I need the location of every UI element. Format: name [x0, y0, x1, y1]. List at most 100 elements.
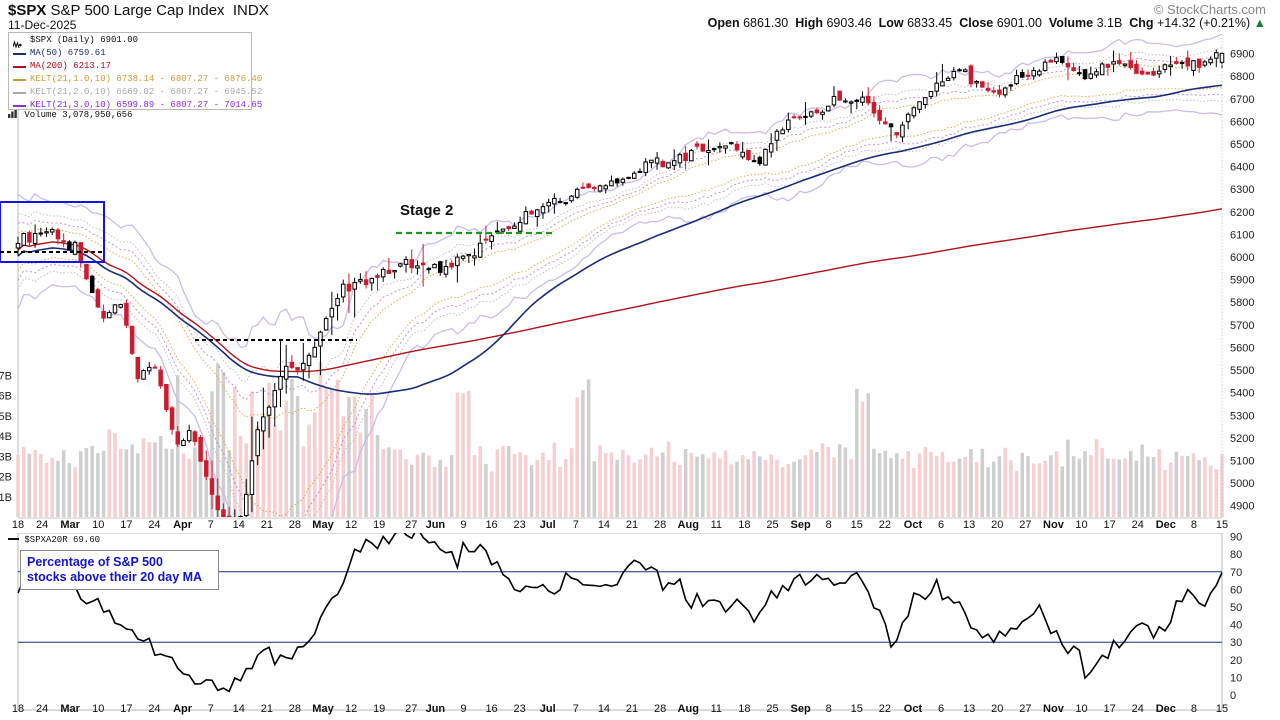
- svg-text:6300: 6300: [1230, 184, 1254, 196]
- svg-text:Mar: Mar: [60, 519, 80, 531]
- svg-text:Stage 2: Stage 2: [400, 202, 453, 219]
- svg-text:25: 25: [766, 703, 778, 715]
- svg-text:13: 13: [963, 519, 975, 531]
- svg-text:18: 18: [738, 519, 750, 531]
- svg-text:5500: 5500: [1230, 365, 1254, 377]
- svg-text:Oct: Oct: [904, 703, 923, 715]
- svg-text:7: 7: [573, 519, 579, 531]
- svg-text:Nov: Nov: [1043, 519, 1065, 531]
- svg-text:17: 17: [1104, 519, 1116, 531]
- svg-text:8: 8: [1191, 519, 1197, 531]
- svg-text:21: 21: [261, 703, 273, 715]
- svg-text:5900: 5900: [1230, 275, 1254, 287]
- svg-text:8: 8: [826, 519, 832, 531]
- svg-text:27: 27: [1019, 519, 1031, 531]
- svg-text:2B: 2B: [0, 472, 12, 484]
- svg-text:Jul: Jul: [540, 519, 556, 531]
- svg-text:5700: 5700: [1230, 320, 1254, 332]
- svg-text:Mar: Mar: [60, 703, 80, 715]
- svg-text:Aug: Aug: [678, 519, 699, 531]
- svg-text:Jun: Jun: [426, 519, 446, 531]
- svg-text:6200: 6200: [1230, 207, 1254, 219]
- svg-text:18: 18: [12, 703, 24, 715]
- svg-text:15: 15: [851, 519, 863, 531]
- svg-text:6800: 6800: [1230, 71, 1254, 83]
- svg-text:5100: 5100: [1230, 455, 1254, 467]
- svg-text:Sep: Sep: [791, 703, 811, 715]
- svg-text:14: 14: [598, 519, 610, 531]
- svg-text:15: 15: [851, 703, 863, 715]
- svg-text:24: 24: [36, 703, 48, 715]
- svg-text:7: 7: [208, 703, 214, 715]
- svg-text:6000: 6000: [1230, 252, 1254, 264]
- svg-text:May: May: [312, 703, 334, 715]
- svg-text:15: 15: [1216, 703, 1228, 715]
- svg-text:7: 7: [573, 703, 579, 715]
- svg-text:10: 10: [92, 703, 104, 715]
- svg-text:13: 13: [963, 703, 975, 715]
- svg-text:6500: 6500: [1230, 139, 1254, 151]
- svg-text:6: 6: [938, 519, 944, 531]
- svg-text:16: 16: [485, 519, 497, 531]
- svg-text:6900: 6900: [1230, 49, 1254, 61]
- svg-text:20: 20: [991, 519, 1003, 531]
- svg-text:8: 8: [1191, 703, 1197, 715]
- svg-text:4B: 4B: [0, 431, 12, 443]
- svg-text:3B: 3B: [0, 451, 12, 463]
- svg-text:40: 40: [1230, 620, 1242, 632]
- svg-text:14: 14: [233, 519, 245, 531]
- svg-text:17: 17: [120, 519, 132, 531]
- svg-text:4900: 4900: [1230, 501, 1254, 513]
- svg-text:8: 8: [826, 703, 832, 715]
- svg-text:6400: 6400: [1230, 162, 1254, 174]
- svg-text:24: 24: [1132, 703, 1144, 715]
- svg-text:60: 60: [1230, 584, 1242, 596]
- svg-text:17: 17: [120, 703, 132, 715]
- svg-text:19: 19: [373, 703, 385, 715]
- svg-text:19: 19: [373, 519, 385, 531]
- svg-text:23: 23: [514, 519, 526, 531]
- svg-text:5800: 5800: [1230, 297, 1254, 309]
- svg-text:21: 21: [261, 519, 273, 531]
- svg-text:16: 16: [485, 703, 497, 715]
- svg-text:10: 10: [1075, 703, 1087, 715]
- svg-text:24: 24: [148, 519, 160, 531]
- svg-text:11: 11: [711, 703, 722, 715]
- svg-text:5000: 5000: [1230, 478, 1254, 490]
- svg-text:10: 10: [1230, 672, 1242, 684]
- svg-text:28: 28: [654, 519, 666, 531]
- svg-text:May: May: [312, 519, 334, 531]
- svg-text:22: 22: [879, 519, 891, 531]
- svg-text:12: 12: [345, 703, 357, 715]
- svg-text:20: 20: [991, 703, 1003, 715]
- svg-text:18: 18: [738, 703, 750, 715]
- svg-text:6700: 6700: [1230, 94, 1254, 106]
- svg-text:27: 27: [405, 519, 417, 531]
- svg-text:Sep: Sep: [791, 519, 811, 531]
- svg-text:28: 28: [289, 519, 301, 531]
- svg-text:Apr: Apr: [173, 703, 193, 715]
- svg-text:1B: 1B: [0, 492, 12, 504]
- svg-text:80: 80: [1230, 549, 1242, 561]
- svg-text:30: 30: [1230, 637, 1242, 649]
- svg-text:Apr: Apr: [173, 519, 193, 531]
- svg-text:14: 14: [233, 703, 245, 715]
- svg-text:10: 10: [92, 519, 104, 531]
- svg-text:28: 28: [289, 703, 301, 715]
- svg-text:Dec: Dec: [1156, 703, 1176, 715]
- svg-text:9: 9: [460, 703, 466, 715]
- svg-text:Nov: Nov: [1043, 703, 1065, 715]
- svg-text:7: 7: [208, 519, 214, 531]
- svg-text:Jun: Jun: [426, 703, 446, 715]
- svg-text:10: 10: [1075, 519, 1087, 531]
- svg-text:6: 6: [938, 703, 944, 715]
- svg-text:24: 24: [1132, 519, 1144, 531]
- svg-text:70: 70: [1230, 567, 1242, 579]
- svg-text:5200: 5200: [1230, 433, 1254, 445]
- svg-text:28: 28: [654, 703, 666, 715]
- svg-text:15: 15: [1216, 519, 1228, 531]
- svg-text:24: 24: [148, 703, 160, 715]
- svg-text:Jul: Jul: [540, 703, 556, 715]
- svg-text:7B: 7B: [0, 370, 12, 382]
- svg-text:23: 23: [514, 703, 526, 715]
